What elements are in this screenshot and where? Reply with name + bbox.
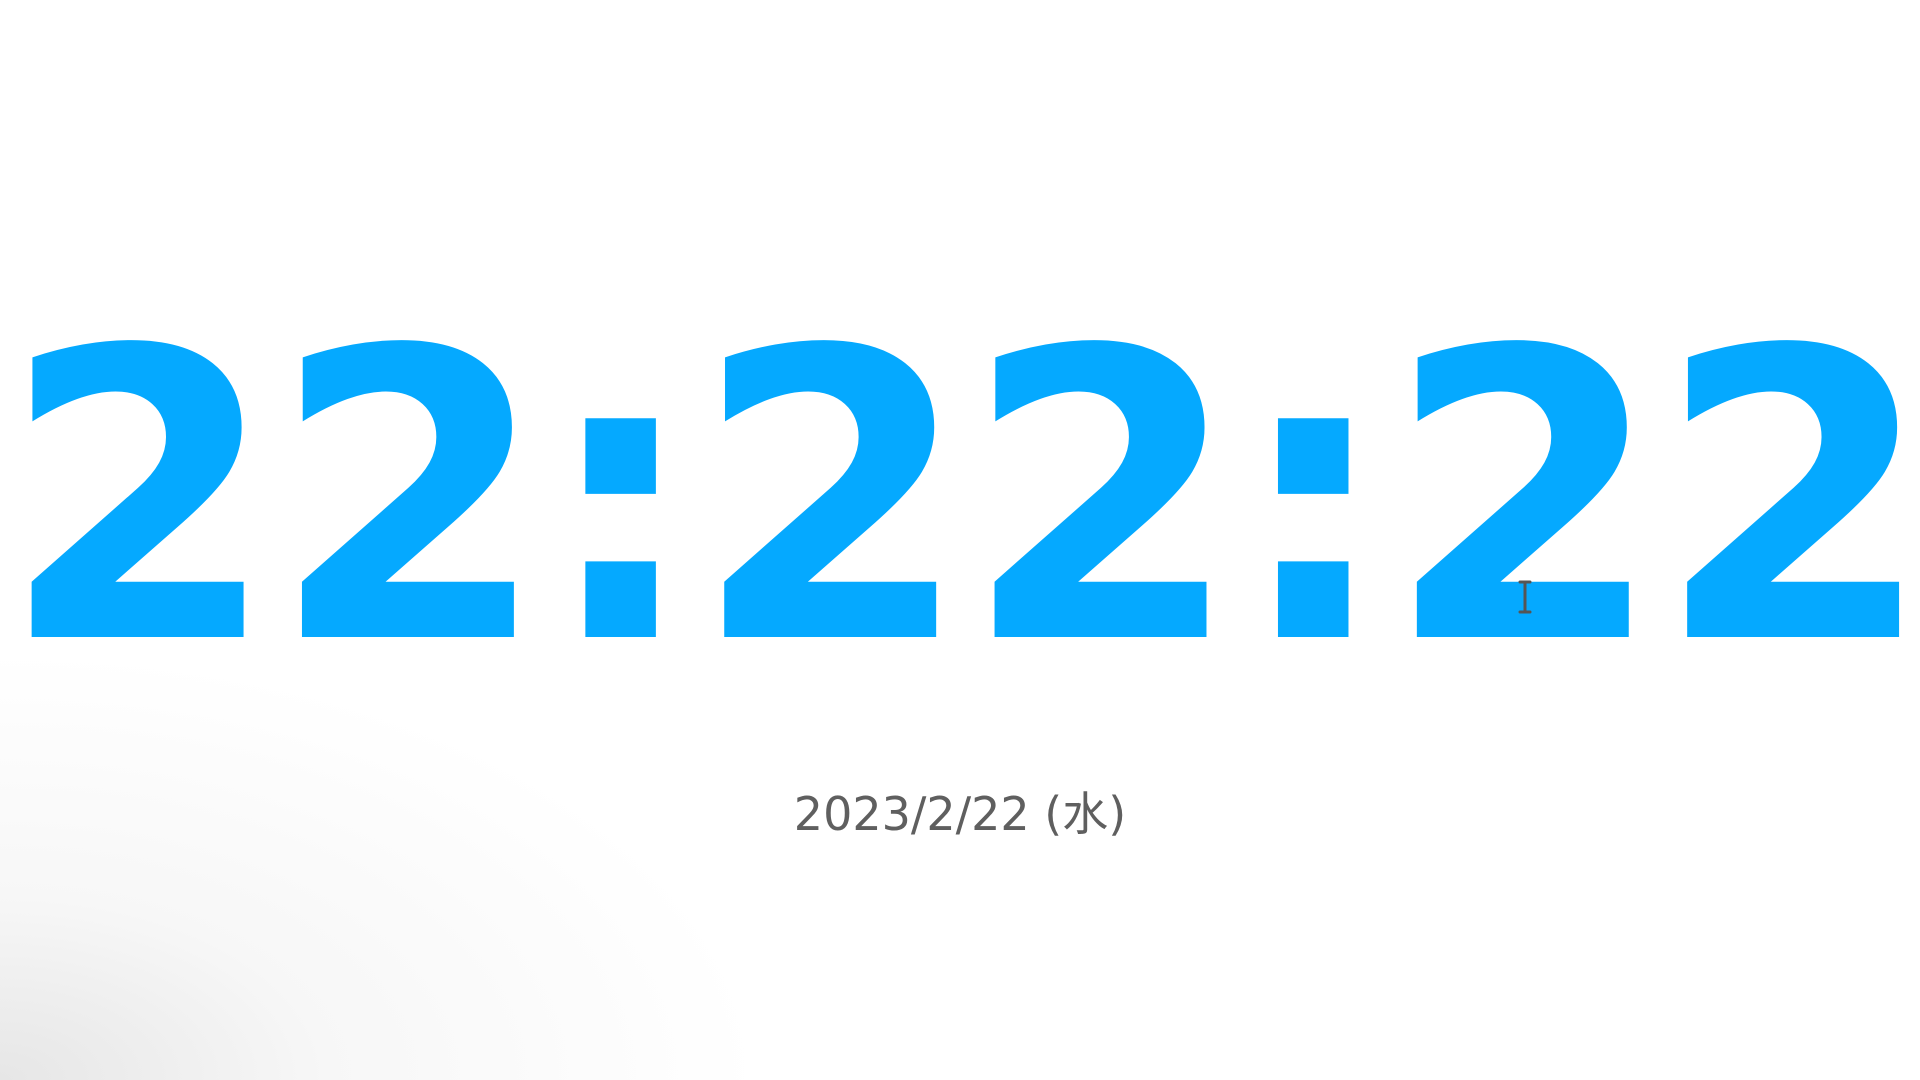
date-display: 2023/2/22 (水) [793,787,1127,841]
text-cursor-icon [1518,580,1532,614]
time-display: 22:22:22 [0,267,1920,732]
